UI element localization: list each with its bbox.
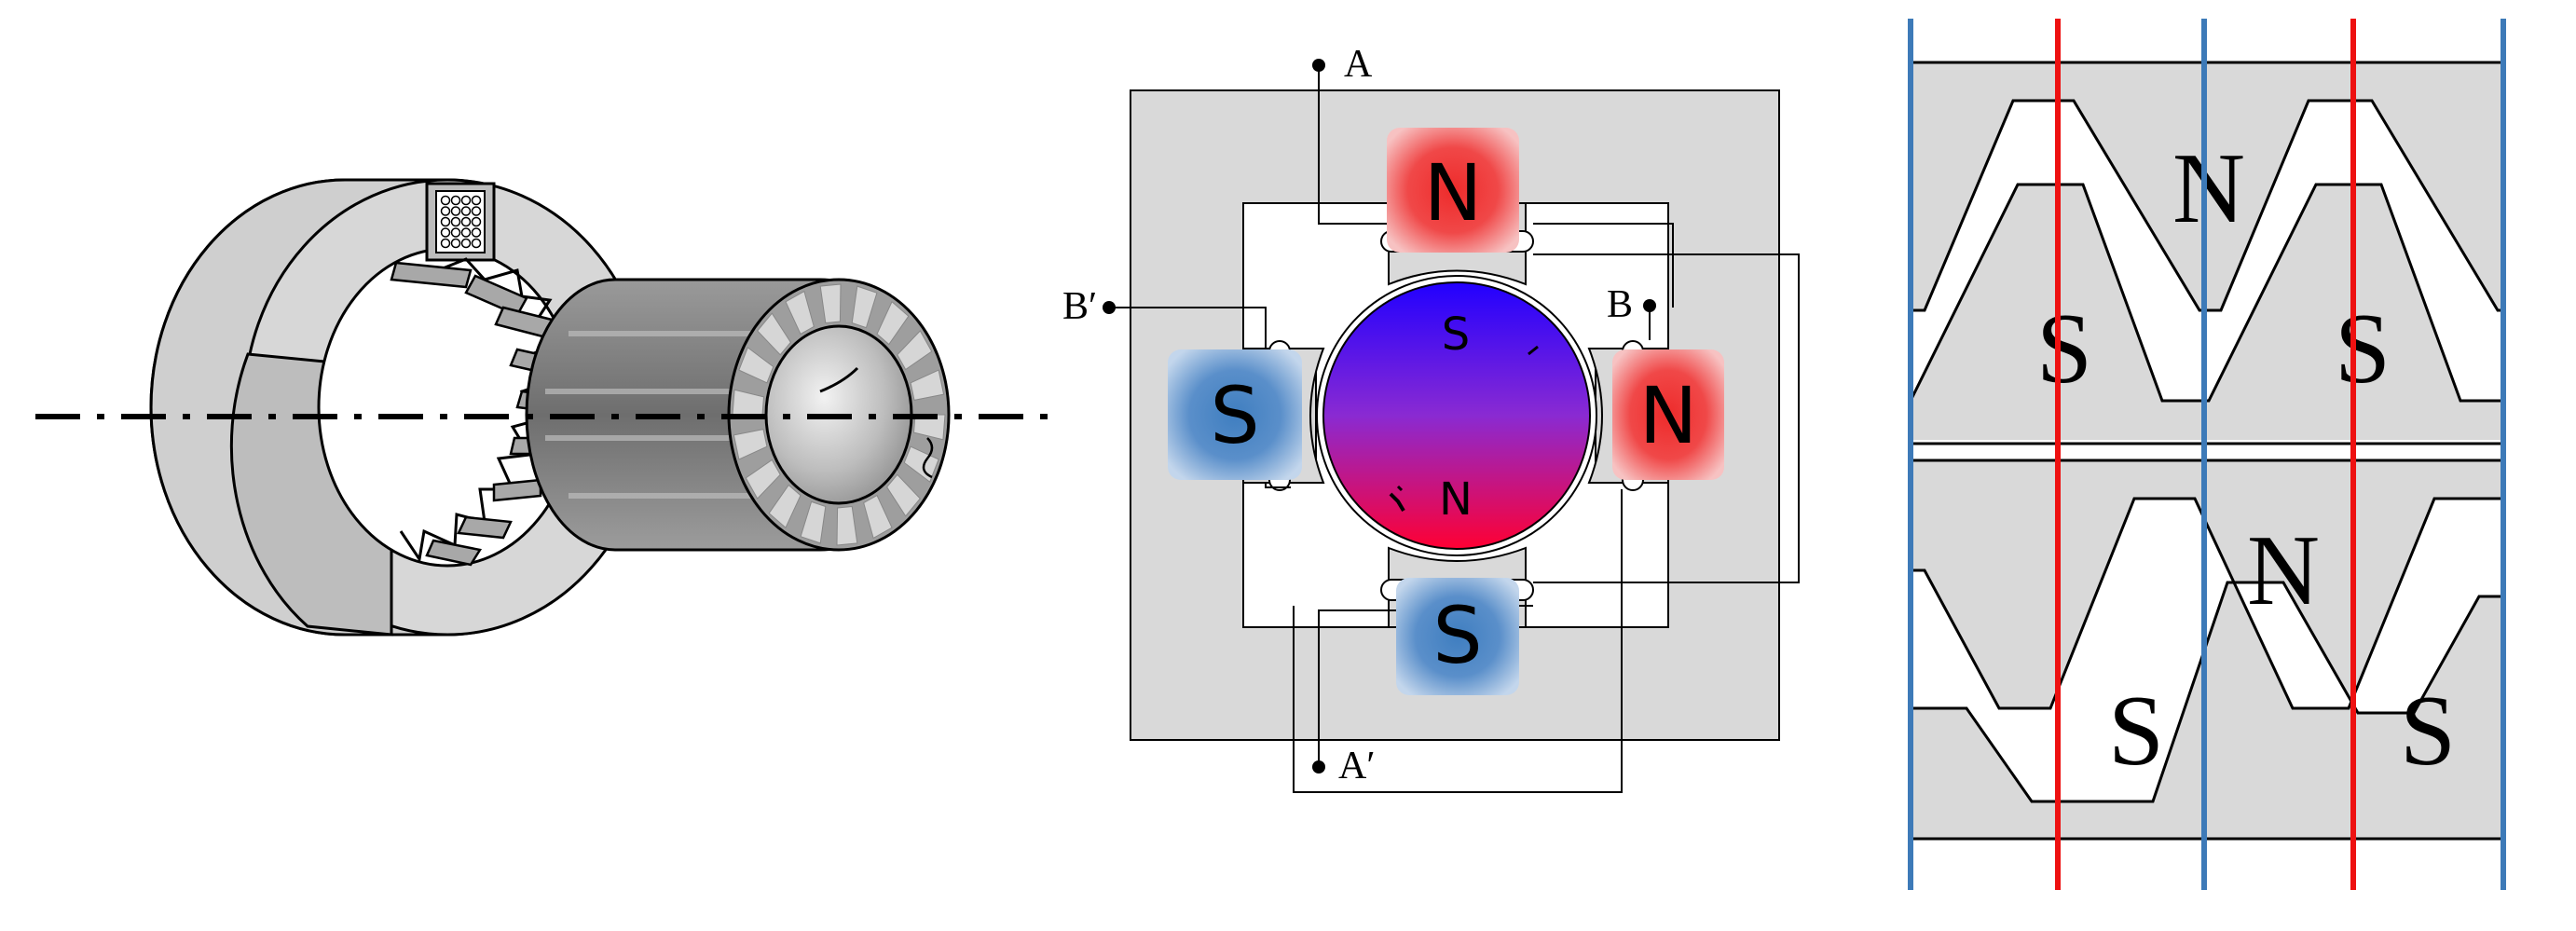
rotor-tooth: [836, 505, 858, 546]
terminal-b-prime-label: B′: [1062, 285, 1097, 328]
rotor-tooth: [885, 473, 921, 517]
connector-pin: [450, 195, 461, 206]
connector-pin: [440, 206, 451, 216]
connector-pin: [471, 227, 482, 238]
lower-s1-label: S: [2108, 676, 2164, 787]
rotor-bottom-label: N: [1439, 473, 1473, 526]
connector-pin: [440, 216, 451, 227]
motor-3d-illustration: [35, 178, 1048, 637]
connector-pin: [471, 238, 482, 249]
tooth-profile-diagram: N S S N S S: [1908, 19, 2506, 890]
connector-pins: [440, 195, 482, 249]
pole-top-label: N: [1424, 147, 1483, 239]
rotor-tooth: [863, 494, 893, 540]
rotor-tooth: [745, 459, 781, 500]
connector-pin: [460, 216, 472, 227]
connector-pin: [460, 206, 472, 216]
connector-pin: [471, 206, 482, 216]
connector-pin: [460, 238, 472, 249]
rotor-tooth: [851, 285, 878, 329]
upper-s1-label: S: [2036, 294, 2092, 404]
stator-cross-section: A A′ B′ B N N S S S N: [1062, 43, 1800, 793]
pole-left-label: S: [1210, 370, 1259, 461]
connector-pin: [440, 227, 451, 238]
rotor-tooth: [910, 369, 945, 401]
rotor-tooth: [768, 484, 802, 529]
terminal-b-dot: [1643, 299, 1656, 312]
connector-pin: [440, 195, 451, 206]
connector-pin: [460, 195, 472, 206]
rotor-tooth: [819, 283, 842, 324]
rotor-tooth: [897, 330, 933, 371]
pole-right-label: N: [1639, 370, 1698, 461]
pole-bottom-label: S: [1432, 590, 1482, 681]
connector-pin: [440, 238, 451, 249]
terminal-a-dot: [1312, 59, 1325, 72]
terminal-b-label: B: [1607, 283, 1633, 326]
rotor-top-label: S: [1442, 308, 1470, 361]
red-guide-lines: [2055, 19, 2356, 890]
pole-right-magnet: [1612, 349, 1724, 480]
rotor-tooth: [733, 429, 768, 460]
rotor-tooth: [757, 312, 792, 356]
rotor-tooth: [800, 500, 827, 544]
connector-pin: [450, 238, 461, 249]
connector-pin: [450, 227, 461, 238]
rotor-tooth: [876, 300, 910, 346]
rotor-magnet: [1322, 281, 1591, 550]
connector-pin: [460, 227, 472, 238]
terminal-a-prime-label: A′: [1338, 745, 1376, 787]
terminal-dots: [1103, 59, 1656, 774]
terminal-a-prime-dot: [1312, 760, 1325, 774]
upper-s2-label: S: [2335, 294, 2391, 404]
pole-bottom-magnet: [1396, 578, 1519, 695]
rotor-tooth: [738, 347, 774, 384]
upper-n-label: N: [2172, 133, 2245, 244]
blue-guide-lines: [1908, 19, 2506, 890]
connector-pin: [471, 216, 482, 227]
rotor-tooth: [785, 290, 815, 335]
terminal-b-prime-dot: [1103, 301, 1116, 314]
lower-n-label: N: [2247, 515, 2320, 626]
lower-s2-label: S: [2400, 676, 2456, 787]
terminal-a-label: A: [1344, 43, 1373, 86]
connector-pin: [471, 195, 482, 206]
rotor-end-teeth: [732, 283, 946, 546]
connector-pin: [450, 206, 461, 216]
connector-pin: [450, 216, 461, 227]
pole-top-magnet: [1387, 128, 1519, 253]
pole-left-magnet: [1168, 349, 1302, 480]
